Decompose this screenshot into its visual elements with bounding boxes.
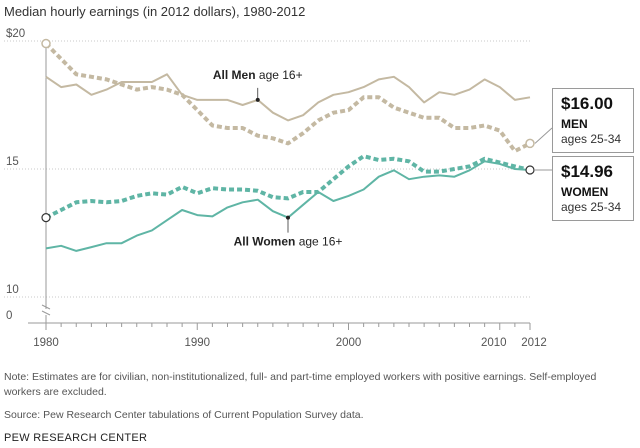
y-tick-label: 10	[6, 284, 19, 296]
x-tick-label: 1990	[184, 337, 210, 349]
series-label-bold: All Women	[234, 235, 296, 249]
men-callout-connector	[534, 127, 553, 144]
x-tick-label: 1980	[33, 337, 59, 349]
axes: $20 15 10 0 1980 1990 2000 2010 2012	[6, 28, 547, 349]
annotation-dot	[286, 215, 290, 220]
x-tick-label: 2010	[481, 337, 507, 349]
x-tick-label: 2000	[336, 337, 362, 349]
series-label-rest: age 16+	[295, 235, 342, 249]
x-tick-label: 2012	[521, 337, 547, 349]
series-line-ages-25-34	[45, 154, 531, 220]
gridlines	[4, 40, 530, 298]
women-callout-ages: ages 25-34	[561, 200, 622, 214]
annotation-dot	[255, 97, 260, 102]
series-annotations: All Men age 16+All Women age 16+	[213, 68, 553, 249]
men-callout: $16.00 MEN ages 25-34	[552, 88, 634, 153]
men-callout-group: MEN	[561, 117, 588, 131]
women-callout: $14.96 WOMEN ages 25-34	[552, 156, 634, 221]
men-callout-value: $16.00	[561, 94, 613, 113]
endpoint-marker	[41, 213, 51, 223]
chart-title: Median hourly earnings (in 2012 dollars)…	[4, 4, 305, 19]
series-label-rest: age 16+	[256, 68, 303, 82]
axis-break-icon	[41, 304, 51, 316]
series-line-all-ages	[45, 73, 531, 122]
women-callout-value: $14.96	[561, 162, 613, 181]
series-line-ages-25-34	[44, 42, 531, 154]
chart-credit: PEW RESEARCH CENTER	[4, 432, 148, 444]
chart-note: Note: Estimates are for civilian, non-in…	[4, 371, 597, 398]
series-label: All Women age 16+	[234, 235, 343, 249]
women-callout-group: WOMEN	[561, 185, 609, 199]
y-tick-label: 0	[6, 310, 12, 322]
chart-source: Source: Pew Research Center tabulations …	[4, 409, 364, 421]
endpoint-marker	[41, 38, 51, 49]
y-tick-label: 15	[6, 156, 19, 168]
endpoint-marker	[525, 165, 535, 175]
y-tick-label: $20	[6, 28, 25, 40]
series-label: All Men age 16+	[213, 68, 303, 82]
men-callout-ages: ages 25-34	[561, 132, 622, 146]
endpoint-marker	[525, 138, 535, 149]
series-label-bold: All Men	[213, 68, 256, 82]
